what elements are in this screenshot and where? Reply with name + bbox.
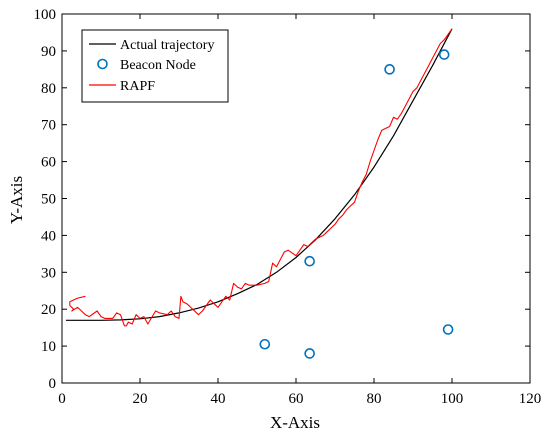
x-tick-label: 60 xyxy=(289,391,304,407)
x-tick-label: 80 xyxy=(367,391,382,407)
x-tick-label: 0 xyxy=(58,391,66,407)
y-tick-label: 0 xyxy=(49,376,57,392)
legend-label-actual-trajectory: Actual trajectory xyxy=(120,38,214,53)
x-axis-label: X-Axis xyxy=(270,413,320,432)
rapf-line xyxy=(69,28,453,327)
beacon-node-point xyxy=(259,338,271,350)
x-tick-label: 40 xyxy=(211,391,226,407)
y-tick-label: 70 xyxy=(41,118,56,134)
x-tick-label: 120 xyxy=(519,391,542,407)
beacon-node-point xyxy=(438,49,450,60)
plot-layer xyxy=(65,28,454,359)
y-tick-label: 60 xyxy=(41,155,56,171)
legend-label-beacon-node: Beacon Node xyxy=(120,58,196,73)
legend-swatch-beacon-node xyxy=(97,58,108,70)
x-tick-label: 20 xyxy=(133,391,148,407)
y-tick-label: 90 xyxy=(41,44,56,60)
y-tick-label: 10 xyxy=(41,339,56,355)
y-tick-label: 80 xyxy=(41,81,56,97)
y-tick-label: 40 xyxy=(41,228,56,244)
legend-label-rapf: RAPF xyxy=(120,79,155,94)
axes-layer: 0 20 40 60 80 100 120 0 10 20 30 40 50 60 70 80 90 100 xyxy=(34,7,542,407)
beacon-node-point xyxy=(384,64,395,75)
y-tick-label: 100 xyxy=(34,7,57,23)
x-tick-label: 100 xyxy=(441,391,464,407)
beacon-node-point xyxy=(304,348,315,359)
y-tick-label: 30 xyxy=(41,265,56,281)
y-tick-label: 20 xyxy=(41,302,56,318)
beacon-node-point xyxy=(442,324,454,335)
y-axis-label: Y-Axis xyxy=(7,176,26,224)
actual-trajectory-line xyxy=(65,28,453,321)
y-tick-label: 50 xyxy=(41,192,56,208)
beacon-node-point xyxy=(304,255,315,267)
legend: Actual trajectory Beacon Node RAPF xyxy=(81,29,229,103)
